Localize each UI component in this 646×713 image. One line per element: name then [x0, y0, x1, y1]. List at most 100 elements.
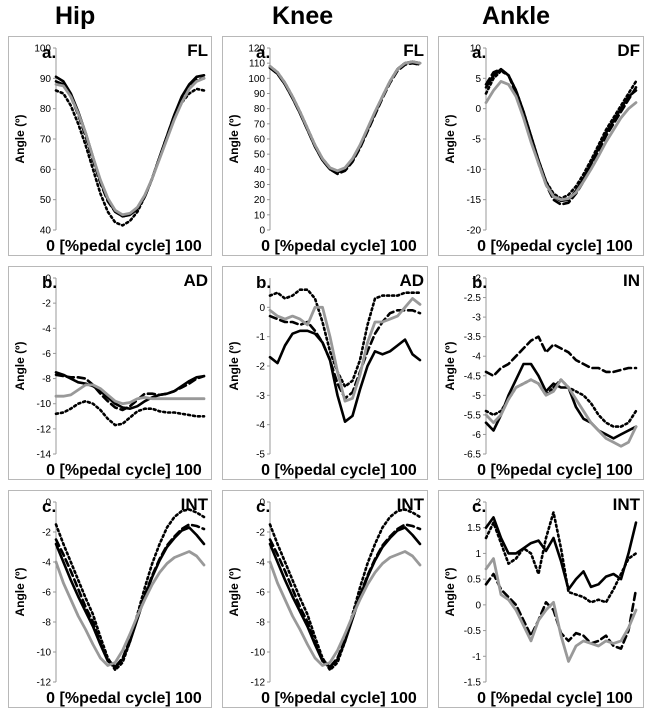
- x-axis-label: 0 [%pedal cycle] 100: [261, 462, 417, 479]
- panel-tag: IN: [623, 271, 640, 290]
- y-tick-label: 90: [40, 74, 52, 85]
- y-tick-label: 10: [470, 44, 482, 55]
- y-tick-label: -2: [256, 528, 265, 539]
- panel-tag: FL: [187, 41, 208, 60]
- y-tick-label: -1: [472, 652, 481, 663]
- panel-border: [438, 266, 644, 480]
- x-axis-label: 0 [%pedal cycle] 100: [46, 462, 202, 479]
- y-tick-label: -4: [42, 324, 51, 335]
- y-tick-label: -2: [472, 274, 481, 285]
- panel-letter: c.: [472, 497, 486, 516]
- series-line-4: [484, 557, 638, 663]
- y-axis-label: Angle (º): [443, 341, 457, 390]
- y-tick-label: 0: [45, 498, 51, 509]
- y-tick-label: 1: [475, 549, 481, 560]
- panel-tag: INT: [181, 495, 209, 514]
- y-tick-label: 0: [475, 104, 481, 115]
- panel-letter: b.: [256, 273, 271, 292]
- x-axis-label: 0 [%pedal cycle] 100: [46, 238, 202, 255]
- y-tick-label: -14: [37, 450, 52, 461]
- y-tick-label: 5: [475, 74, 481, 85]
- y-tick-label: -20: [467, 226, 482, 237]
- y-tick-label: 0: [259, 498, 265, 509]
- y-tick-label: 100: [248, 74, 265, 85]
- y-axis-label: Angle (º): [227, 114, 241, 163]
- panel-tag: FL: [403, 41, 424, 60]
- y-tick-label: -2: [42, 299, 51, 310]
- y-tick-label: -12: [251, 678, 266, 689]
- series-line-2: [484, 335, 638, 378]
- y-tick-label: -6: [472, 430, 481, 441]
- series-line-4: [268, 550, 422, 667]
- x-axis-label: 0 [%pedal cycle] 100: [46, 690, 202, 707]
- y-tick-label: 40: [40, 226, 52, 237]
- y-tick-label: -1.5: [464, 678, 482, 689]
- y-tick-label: -0.5: [464, 626, 482, 637]
- y-axis-label: Angle (º): [443, 567, 457, 616]
- panel-letter: b.: [472, 273, 487, 292]
- series-line-2: [54, 77, 206, 218]
- series-line-4: [54, 383, 206, 406]
- series-line-1: [268, 60, 422, 174]
- y-tick-label: -4.5: [464, 371, 482, 382]
- y-tick-label: -8: [256, 618, 265, 629]
- series-line-1: [268, 526, 422, 669]
- y-tick-label: -5.5: [464, 410, 482, 421]
- series-line-2: [54, 373, 206, 412]
- y-tick-label: 0: [259, 226, 265, 237]
- y-tick-label: -4: [256, 420, 265, 431]
- y-axis-label: Angle (º): [227, 567, 241, 616]
- y-axis-label: Angle (º): [227, 341, 241, 390]
- y-tick-label: 90: [254, 89, 266, 100]
- y-tick-label: 0.5: [467, 575, 481, 586]
- y-tick-label: -5: [256, 450, 265, 461]
- series-line-3: [484, 510, 638, 604]
- y-tick-label: -4: [472, 352, 481, 363]
- series-line-1: [54, 74, 206, 218]
- panel-tag: AD: [399, 271, 424, 290]
- panel-letter: c.: [42, 497, 56, 516]
- x-axis-label: 0 [%pedal cycle] 100: [477, 462, 633, 479]
- series-line-3: [268, 61, 422, 173]
- y-tick-label: -12: [37, 424, 52, 435]
- x-axis-label: 0 [%pedal cycle] 100: [261, 690, 417, 707]
- y-tick-label: -3: [256, 391, 265, 402]
- panel-border: [438, 36, 644, 256]
- panel-border: [8, 266, 212, 480]
- y-tick-label: 50: [40, 195, 52, 206]
- y-tick-label: -12: [37, 678, 52, 689]
- y-tick-label: -6: [42, 588, 51, 599]
- y-tick-label: 30: [254, 180, 266, 191]
- y-tick-label: 50: [254, 150, 266, 161]
- panel-tag: DF: [617, 41, 640, 60]
- x-axis-label: 0 [%pedal cycle] 100: [477, 238, 633, 255]
- y-axis-label: Angle (º): [13, 341, 27, 390]
- panel-tag: AD: [183, 271, 208, 290]
- panel-tag: INT: [613, 495, 641, 514]
- panel-letter: b.: [42, 273, 57, 292]
- series-line-4: [484, 80, 638, 202]
- y-axis-label: Angle (º): [13, 114, 27, 163]
- y-tick-label: 2: [475, 498, 481, 509]
- y-tick-label: 60: [40, 165, 52, 176]
- y-tick-label: -2: [42, 528, 51, 539]
- series-line-4: [268, 60, 422, 173]
- panel-border: [222, 490, 428, 708]
- series-line-3: [268, 288, 422, 388]
- series-line-2: [484, 67, 638, 206]
- panel-border: [438, 490, 644, 708]
- x-axis-label: 0 [%pedal cycle] 100: [261, 238, 417, 255]
- y-tick-label: 0: [475, 600, 481, 611]
- y-tick-label: 70: [254, 119, 266, 130]
- series-line-3: [484, 69, 638, 200]
- series-line-1: [484, 362, 638, 440]
- y-tick-label: -8: [42, 374, 51, 385]
- column-title-knee: Knee: [272, 2, 334, 30]
- y-tick-label: -3: [472, 313, 481, 324]
- column-title-ankle: Ankle: [482, 2, 551, 30]
- y-tick-label: -10: [37, 648, 52, 659]
- panel-border: [8, 36, 212, 256]
- panel-letter: a.: [256, 43, 270, 62]
- y-tick-label: -5: [472, 391, 481, 402]
